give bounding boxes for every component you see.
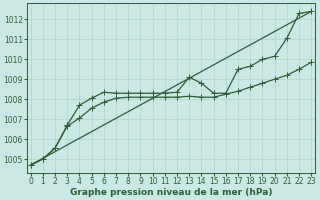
X-axis label: Graphe pression niveau de la mer (hPa): Graphe pression niveau de la mer (hPa) <box>70 188 272 197</box>
